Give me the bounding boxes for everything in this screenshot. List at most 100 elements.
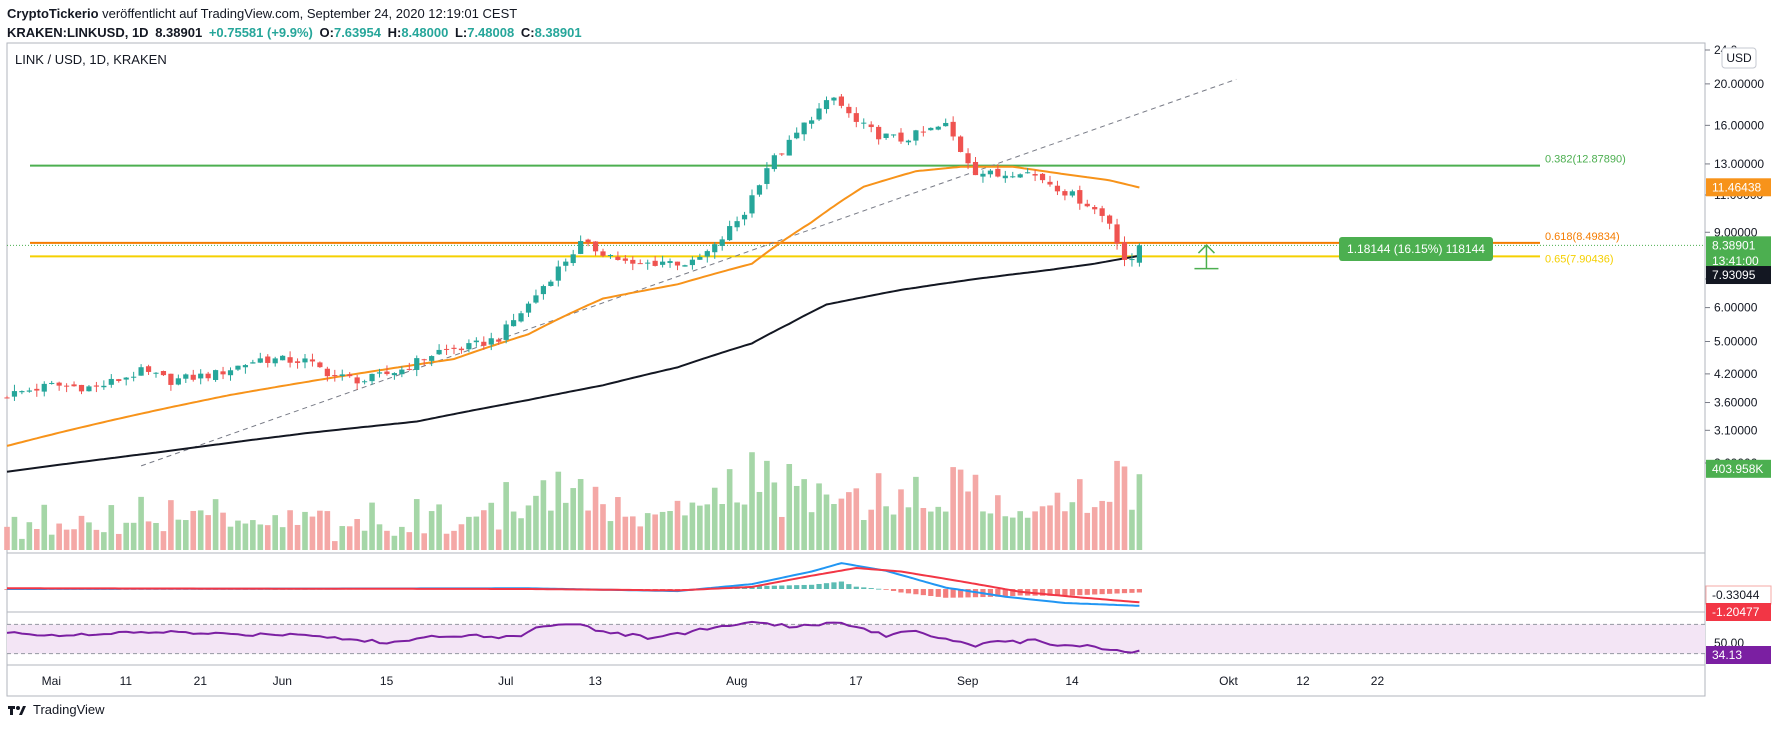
tradingview-logo-icon[interactable]	[7, 703, 29, 717]
publisher-name[interactable]: CryptoTickerio	[7, 6, 99, 21]
volume-bar	[309, 516, 316, 550]
volume-bar	[1114, 460, 1120, 550]
candle-body	[809, 120, 815, 124]
volume-bar	[78, 515, 85, 550]
candle-body	[660, 261, 666, 265]
candle-body	[1062, 191, 1068, 196]
candle-body	[913, 130, 919, 141]
volume-bar	[585, 510, 591, 550]
macd-histogram-bar	[794, 585, 800, 589]
volume-bar	[264, 525, 271, 550]
price-axis[interactable]: 24.020.0000016.0000013.0000011.000009.00…	[1705, 43, 1772, 664]
candle-body	[741, 214, 748, 220]
price-tick-label: 4.20000	[1714, 367, 1758, 381]
candle-body	[637, 263, 643, 265]
candle-body	[86, 386, 92, 392]
volume-bar	[1054, 492, 1061, 550]
price-label: 403.958K	[1712, 462, 1763, 476]
candle-body	[145, 366, 152, 372]
price-tick-label: 9.00000	[1714, 225, 1758, 239]
volume-bar	[1099, 500, 1105, 550]
volume-bar	[719, 504, 725, 550]
candle-body	[831, 97, 837, 101]
candle-body	[160, 371, 167, 376]
volume-bar	[875, 473, 882, 550]
time-tick-label: Okt	[1219, 674, 1238, 688]
time-axis[interactable]: Mai 11 21 Jun 15 Jul 13 Aug 17 Sep 14 Okt 12 22	[42, 674, 1385, 688]
currency-button[interactable]: USD	[1721, 47, 1757, 69]
candle-body	[652, 260, 658, 266]
volume-bar	[704, 504, 711, 550]
candle-body	[1099, 208, 1105, 216]
candle-body	[414, 358, 420, 370]
macd-histogram-bar	[913, 589, 919, 595]
candle-body	[399, 369, 405, 375]
macd-histogram-bar	[809, 584, 815, 589]
volume-bar	[555, 471, 562, 550]
candle-body	[324, 368, 330, 377]
volume-series	[4, 452, 1143, 550]
candle-body	[302, 358, 308, 363]
macd-histogram-bar	[1121, 589, 1128, 594]
candle-body	[503, 324, 509, 340]
volume-bar	[741, 504, 748, 550]
volume-bar	[674, 500, 681, 550]
candle-body	[592, 241, 599, 252]
macd-histogram-bar	[1062, 589, 1068, 596]
price-tick-label: 6.00000	[1714, 301, 1758, 315]
open-label: O:	[319, 25, 334, 40]
rsi-band	[7, 623, 1705, 655]
candle-body	[123, 377, 129, 380]
candle-body	[674, 261, 681, 266]
volume-bar	[682, 515, 688, 550]
symbol-info: KRAKEN:LINKUSD, 1D	[7, 25, 149, 40]
candle-body	[704, 251, 710, 257]
volume-bar	[294, 524, 301, 550]
macd-histogram-bar	[1054, 589, 1061, 596]
volume-bar	[26, 522, 33, 550]
candle-body	[1129, 259, 1135, 261]
candle-body	[1084, 203, 1090, 207]
footer-brand[interactable]: TradingView	[33, 702, 105, 717]
candle-body	[93, 385, 99, 387]
candle-body	[965, 153, 971, 164]
candle-body	[376, 372, 383, 374]
volume-bar	[942, 511, 949, 550]
open-value: 7.63954	[333, 25, 381, 40]
measure-tool[interactable]: 1.18144 (16.15%) 118144	[1194, 237, 1493, 270]
time-tick-label: 14	[1065, 674, 1079, 688]
ma200-line	[6, 254, 1140, 473]
volume-bar	[227, 526, 234, 550]
candle-body	[950, 121, 956, 137]
volume-bar	[913, 476, 919, 550]
volume-bar	[1009, 517, 1016, 550]
candle-body	[108, 378, 114, 385]
volume-bar	[726, 469, 733, 550]
candle-body	[727, 226, 733, 241]
macd-histogram-bar	[1084, 589, 1090, 595]
volume-bar	[495, 529, 502, 550]
candle-body	[49, 382, 55, 384]
candle-body	[823, 100, 830, 110]
volume-bar	[570, 488, 576, 550]
volume-bar	[987, 513, 994, 550]
volume-bar	[473, 516, 480, 550]
measure-arrowhead	[1197, 244, 1215, 254]
candle-body	[11, 391, 18, 397]
volume-bar	[41, 504, 48, 550]
candle-body	[466, 343, 472, 350]
fib-level-label: 0.382(12.87890)	[1545, 154, 1626, 166]
price-label: 8.38901	[1712, 238, 1756, 252]
candle-body	[71, 384, 77, 387]
volume-bar	[734, 502, 740, 550]
candle-body	[227, 370, 234, 376]
price-label-box	[1706, 251, 1771, 270]
volume-bar	[1032, 511, 1038, 550]
candle-body	[779, 153, 785, 155]
candle-body	[443, 348, 450, 350]
candle-body	[1069, 191, 1075, 196]
candle-body	[131, 376, 137, 378]
candle-body	[958, 136, 964, 152]
macd-histogram-bar	[1069, 589, 1075, 596]
